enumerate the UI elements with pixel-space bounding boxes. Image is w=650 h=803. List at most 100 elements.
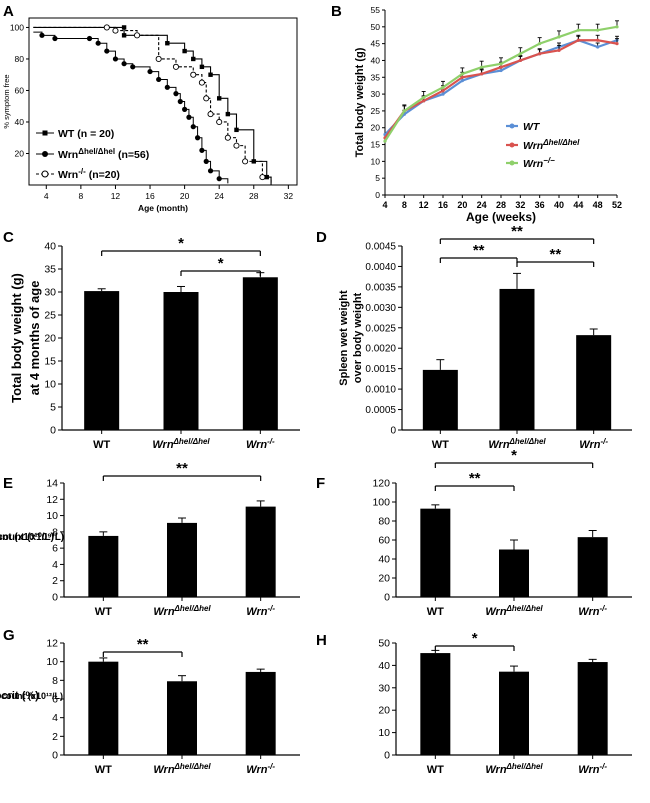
bar xyxy=(577,662,608,755)
bar xyxy=(576,335,612,430)
y-axis-label: Red blood cell count (x10¹²/L) xyxy=(0,691,63,701)
weight-point xyxy=(499,62,503,66)
panel-letter-d: D xyxy=(316,229,327,246)
significance-marker: ** xyxy=(137,636,149,653)
hel-marker xyxy=(156,76,162,83)
weight-point xyxy=(441,92,445,96)
significance-marker: * xyxy=(218,255,224,272)
plot-frame xyxy=(28,17,298,186)
y-tick-label: 80 xyxy=(378,516,390,528)
y-tick-label: 10 xyxy=(371,156,381,166)
ko-marker xyxy=(203,95,210,102)
significance-marker: * xyxy=(511,447,517,464)
weight-point xyxy=(402,109,406,113)
bar xyxy=(499,549,529,597)
weight-point xyxy=(538,42,542,46)
x-category-label: Wrn-/- xyxy=(246,604,275,618)
legend-label: WT xyxy=(523,121,541,133)
bar xyxy=(422,369,458,430)
y-tick-label: 12 xyxy=(46,494,58,506)
weight-point xyxy=(499,68,503,73)
ko-marker xyxy=(134,32,141,39)
x-category-label: WT xyxy=(95,606,112,618)
wt-marker xyxy=(225,111,231,117)
ko-marker xyxy=(224,134,231,141)
hel-marker xyxy=(207,168,214,174)
weight-point xyxy=(383,139,387,143)
y-tick-label: 25 xyxy=(371,106,381,116)
y-tick-label: 50 xyxy=(378,638,390,650)
y-tick-label: 15 xyxy=(44,356,56,368)
hel-marker xyxy=(95,40,101,46)
x-category-label: Wrn-/- xyxy=(246,762,275,776)
y-tick-label: 30 xyxy=(378,682,390,694)
hel-marker xyxy=(104,48,110,54)
weight-point xyxy=(615,25,619,29)
wt-marker xyxy=(199,64,205,70)
x-tick-label: 4 xyxy=(44,191,49,201)
significance-marker: ** xyxy=(549,246,561,263)
bar xyxy=(245,671,276,755)
legend-label: WrnΔhel/Δhel (n=56) xyxy=(58,147,149,161)
x-tick-label: 32 xyxy=(515,200,525,210)
legend-marker xyxy=(509,142,515,148)
weight-point xyxy=(518,58,522,63)
y-tick-label: 55 xyxy=(371,5,381,15)
y-tick-label: 60 xyxy=(378,535,390,547)
y-tick-label: 30 xyxy=(44,287,56,299)
survival-curve-ko xyxy=(33,26,272,185)
x-category-label: Wrn-/- xyxy=(246,437,275,451)
y-tick-label: 45 xyxy=(371,39,381,49)
weight-point xyxy=(460,79,464,83)
x-tick-label: 16 xyxy=(145,191,155,201)
ko-marker xyxy=(155,55,162,63)
x-tick-label: 8 xyxy=(79,191,84,201)
y-tick-label: 20 xyxy=(378,573,390,585)
y-tick-label: 10 xyxy=(44,379,56,391)
wt-marker xyxy=(208,72,213,77)
bar xyxy=(242,277,278,430)
x-category-label: Wrn-/- xyxy=(578,604,607,618)
weight-point xyxy=(441,89,445,93)
x-category-label: WT xyxy=(93,439,110,451)
y-tick-label: 20 xyxy=(44,333,56,345)
y-axis-label: Total body weight (g) xyxy=(9,273,24,403)
ko-marker xyxy=(112,27,119,34)
y-axis-label: at 4 months of age xyxy=(27,281,42,396)
y-axis-label: Platelet count (x10¹⁰/L) xyxy=(0,532,54,543)
weight-point xyxy=(441,85,445,89)
survival-curve-wt xyxy=(33,26,272,185)
bar xyxy=(420,653,451,755)
bar xyxy=(167,681,197,755)
x-category-label: WrnΔhel/Δhel xyxy=(153,762,211,776)
x-tick-label: 20 xyxy=(180,191,190,201)
hel-marker xyxy=(164,84,170,90)
y-tick-label: 40 xyxy=(44,241,56,253)
significance-marker: * xyxy=(472,630,478,647)
panel-letter-h: H xyxy=(316,632,327,649)
x-tick-label: 24 xyxy=(477,200,487,210)
weight-point xyxy=(518,52,522,56)
x-category-label: WrnΔhel/Δhel xyxy=(485,604,543,618)
weight-line-hel xyxy=(384,39,618,139)
y-tick-label: 15 xyxy=(371,140,381,150)
weight-point xyxy=(480,65,484,69)
y-tick-label: 80 xyxy=(15,54,25,64)
y-tick-label: 14 xyxy=(46,478,58,490)
ko-marker xyxy=(242,158,249,165)
hel-marker xyxy=(130,64,136,70)
hel-marker xyxy=(186,114,192,120)
weight-point xyxy=(576,28,580,32)
y-axis-label: Total body weight (g) xyxy=(354,47,366,157)
x-category-label: WrnΔhel/Δhel xyxy=(152,437,210,451)
weight-point xyxy=(538,52,542,56)
hel-marker xyxy=(190,124,196,130)
y-tick-label: 35 xyxy=(371,72,381,82)
ko-marker xyxy=(207,111,214,118)
y-tick-label: 40 xyxy=(15,117,25,127)
y-axis-label: % symptom free xyxy=(2,74,11,128)
weight-point xyxy=(576,38,580,42)
y-tick-label: 6 xyxy=(52,543,58,555)
y-tick-label: 30 xyxy=(371,89,381,99)
hel-marker xyxy=(216,176,222,182)
